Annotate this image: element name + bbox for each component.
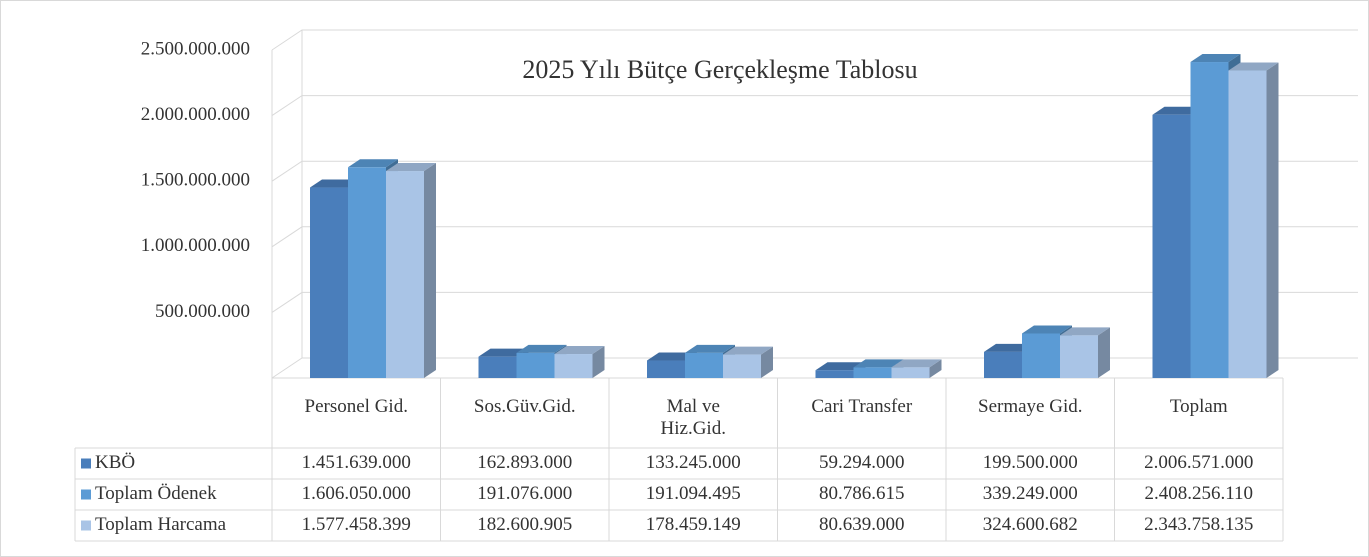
legend-label: KBÖ (95, 452, 135, 473)
table-value: 324.600.682 (983, 514, 1078, 535)
bar (647, 352, 697, 378)
category-cell: Mal ve Hiz.Gid. (660, 396, 726, 439)
category-cell: Sos.Güv.Gid. (473, 396, 576, 417)
bar-top (1022, 325, 1072, 334)
x-tick-label: Mal ve Hiz.Gid. (660, 396, 726, 439)
bar-top (647, 352, 697, 361)
bar-side (1266, 62, 1279, 378)
bar-front (1228, 70, 1267, 378)
bar-front (891, 367, 930, 378)
bar-side (761, 346, 773, 378)
bar-front (554, 354, 593, 378)
bar-top (310, 179, 360, 188)
bar-top (1228, 62, 1279, 71)
category-cell: Cari Transfer (811, 396, 913, 417)
y-tick-label: 1.000.000.000 (141, 235, 250, 256)
x-tick-label: Cari Transfer (811, 396, 913, 417)
table-value: 162.893.000 (477, 452, 572, 473)
table-value: 2.408.256.110 (1144, 483, 1253, 504)
bar-top (723, 346, 773, 355)
bar-top (1152, 106, 1203, 115)
bar-front (853, 367, 892, 378)
bar-top (853, 359, 904, 368)
table-value: 80.786.615 (819, 483, 905, 504)
bar-front (815, 370, 854, 378)
bar-front (984, 351, 1022, 378)
bar (1060, 327, 1110, 378)
category-cell: Sermaye Gid. (978, 396, 1083, 417)
bar (1228, 62, 1279, 378)
legend-label: Toplam Ödenek (95, 483, 217, 504)
bar-top (984, 343, 1034, 352)
x-tick-label: Sos.Güv.Gid. (473, 396, 576, 417)
bar-front (310, 187, 348, 378)
x-tick-label: Sermaye Gid. (978, 396, 1083, 417)
bar (723, 346, 773, 378)
table-value: 191.094.495 (646, 483, 741, 504)
bar-side (592, 346, 605, 378)
bar (554, 346, 605, 378)
bar-front (516, 352, 555, 378)
bar-front (478, 356, 517, 378)
table-value: 178.459.149 (646, 514, 741, 535)
legend-swatch (81, 489, 91, 500)
bar-top (554, 346, 605, 355)
category-cell: Toplam (1169, 396, 1228, 417)
bar-top (348, 159, 398, 168)
table-value: 182.600.905 (477, 514, 572, 535)
bar-top (1190, 54, 1241, 63)
bar-top (685, 344, 735, 353)
bar-top (891, 359, 942, 368)
bar-top (516, 344, 567, 353)
table-value: 1.451.639.000 (302, 452, 411, 473)
table-value: 1.577.458.399 (302, 514, 411, 535)
bar-front (348, 167, 386, 378)
table-value: 2.343.758.135 (1144, 514, 1253, 535)
bar-front (723, 354, 761, 378)
bar-top (478, 348, 529, 357)
category-cell: Personel Gid. (304, 396, 408, 417)
table-value: 133.245.000 (646, 452, 741, 473)
y-tick-label: 2.000.000.000 (141, 104, 250, 125)
bar-front (1022, 333, 1060, 378)
legend-swatch (81, 520, 91, 531)
bar-front (1190, 62, 1229, 378)
bar (386, 163, 436, 378)
bar-top (1060, 327, 1110, 336)
legend-label: Toplam Harcama (95, 514, 227, 535)
bar-side (1098, 327, 1110, 378)
y-tick-label: 1.500.000.000 (141, 170, 250, 191)
bar (891, 359, 942, 378)
bar-top (386, 163, 436, 172)
bar-front (386, 171, 424, 378)
bar-front (647, 360, 685, 378)
bar-front (685, 352, 723, 378)
bar-side (424, 163, 436, 378)
table-value: 2.006.571.000 (1144, 452, 1253, 473)
x-tick-label: Toplam (1169, 396, 1228, 417)
table-value: 80.639.000 (819, 514, 905, 535)
bar-top (815, 362, 866, 371)
bar-side (929, 359, 942, 378)
table-value: 59.294.000 (819, 452, 905, 473)
y-tick-label: 2.500.000.000 (141, 38, 250, 59)
data-table: Personel Gid. Sos.Güv.Gid. Mal ve Hiz.Gid.… (74, 378, 1284, 542)
chart-title: 2025 Yılı Bütçe Gerçekleşme Tablosu (522, 55, 917, 84)
bar-front (1152, 114, 1191, 378)
x-tick-label: Personel Gid. (304, 396, 408, 417)
table-value: 191.076.000 (477, 483, 572, 504)
table-value: 339.249.000 (983, 483, 1078, 504)
legend-swatch (81, 458, 91, 469)
table-value: 1.606.050.000 (302, 483, 411, 504)
y-tick-label: 500.000.000 (155, 301, 250, 322)
table-value: 199.500.000 (983, 452, 1078, 473)
bar-front (1060, 335, 1098, 378)
